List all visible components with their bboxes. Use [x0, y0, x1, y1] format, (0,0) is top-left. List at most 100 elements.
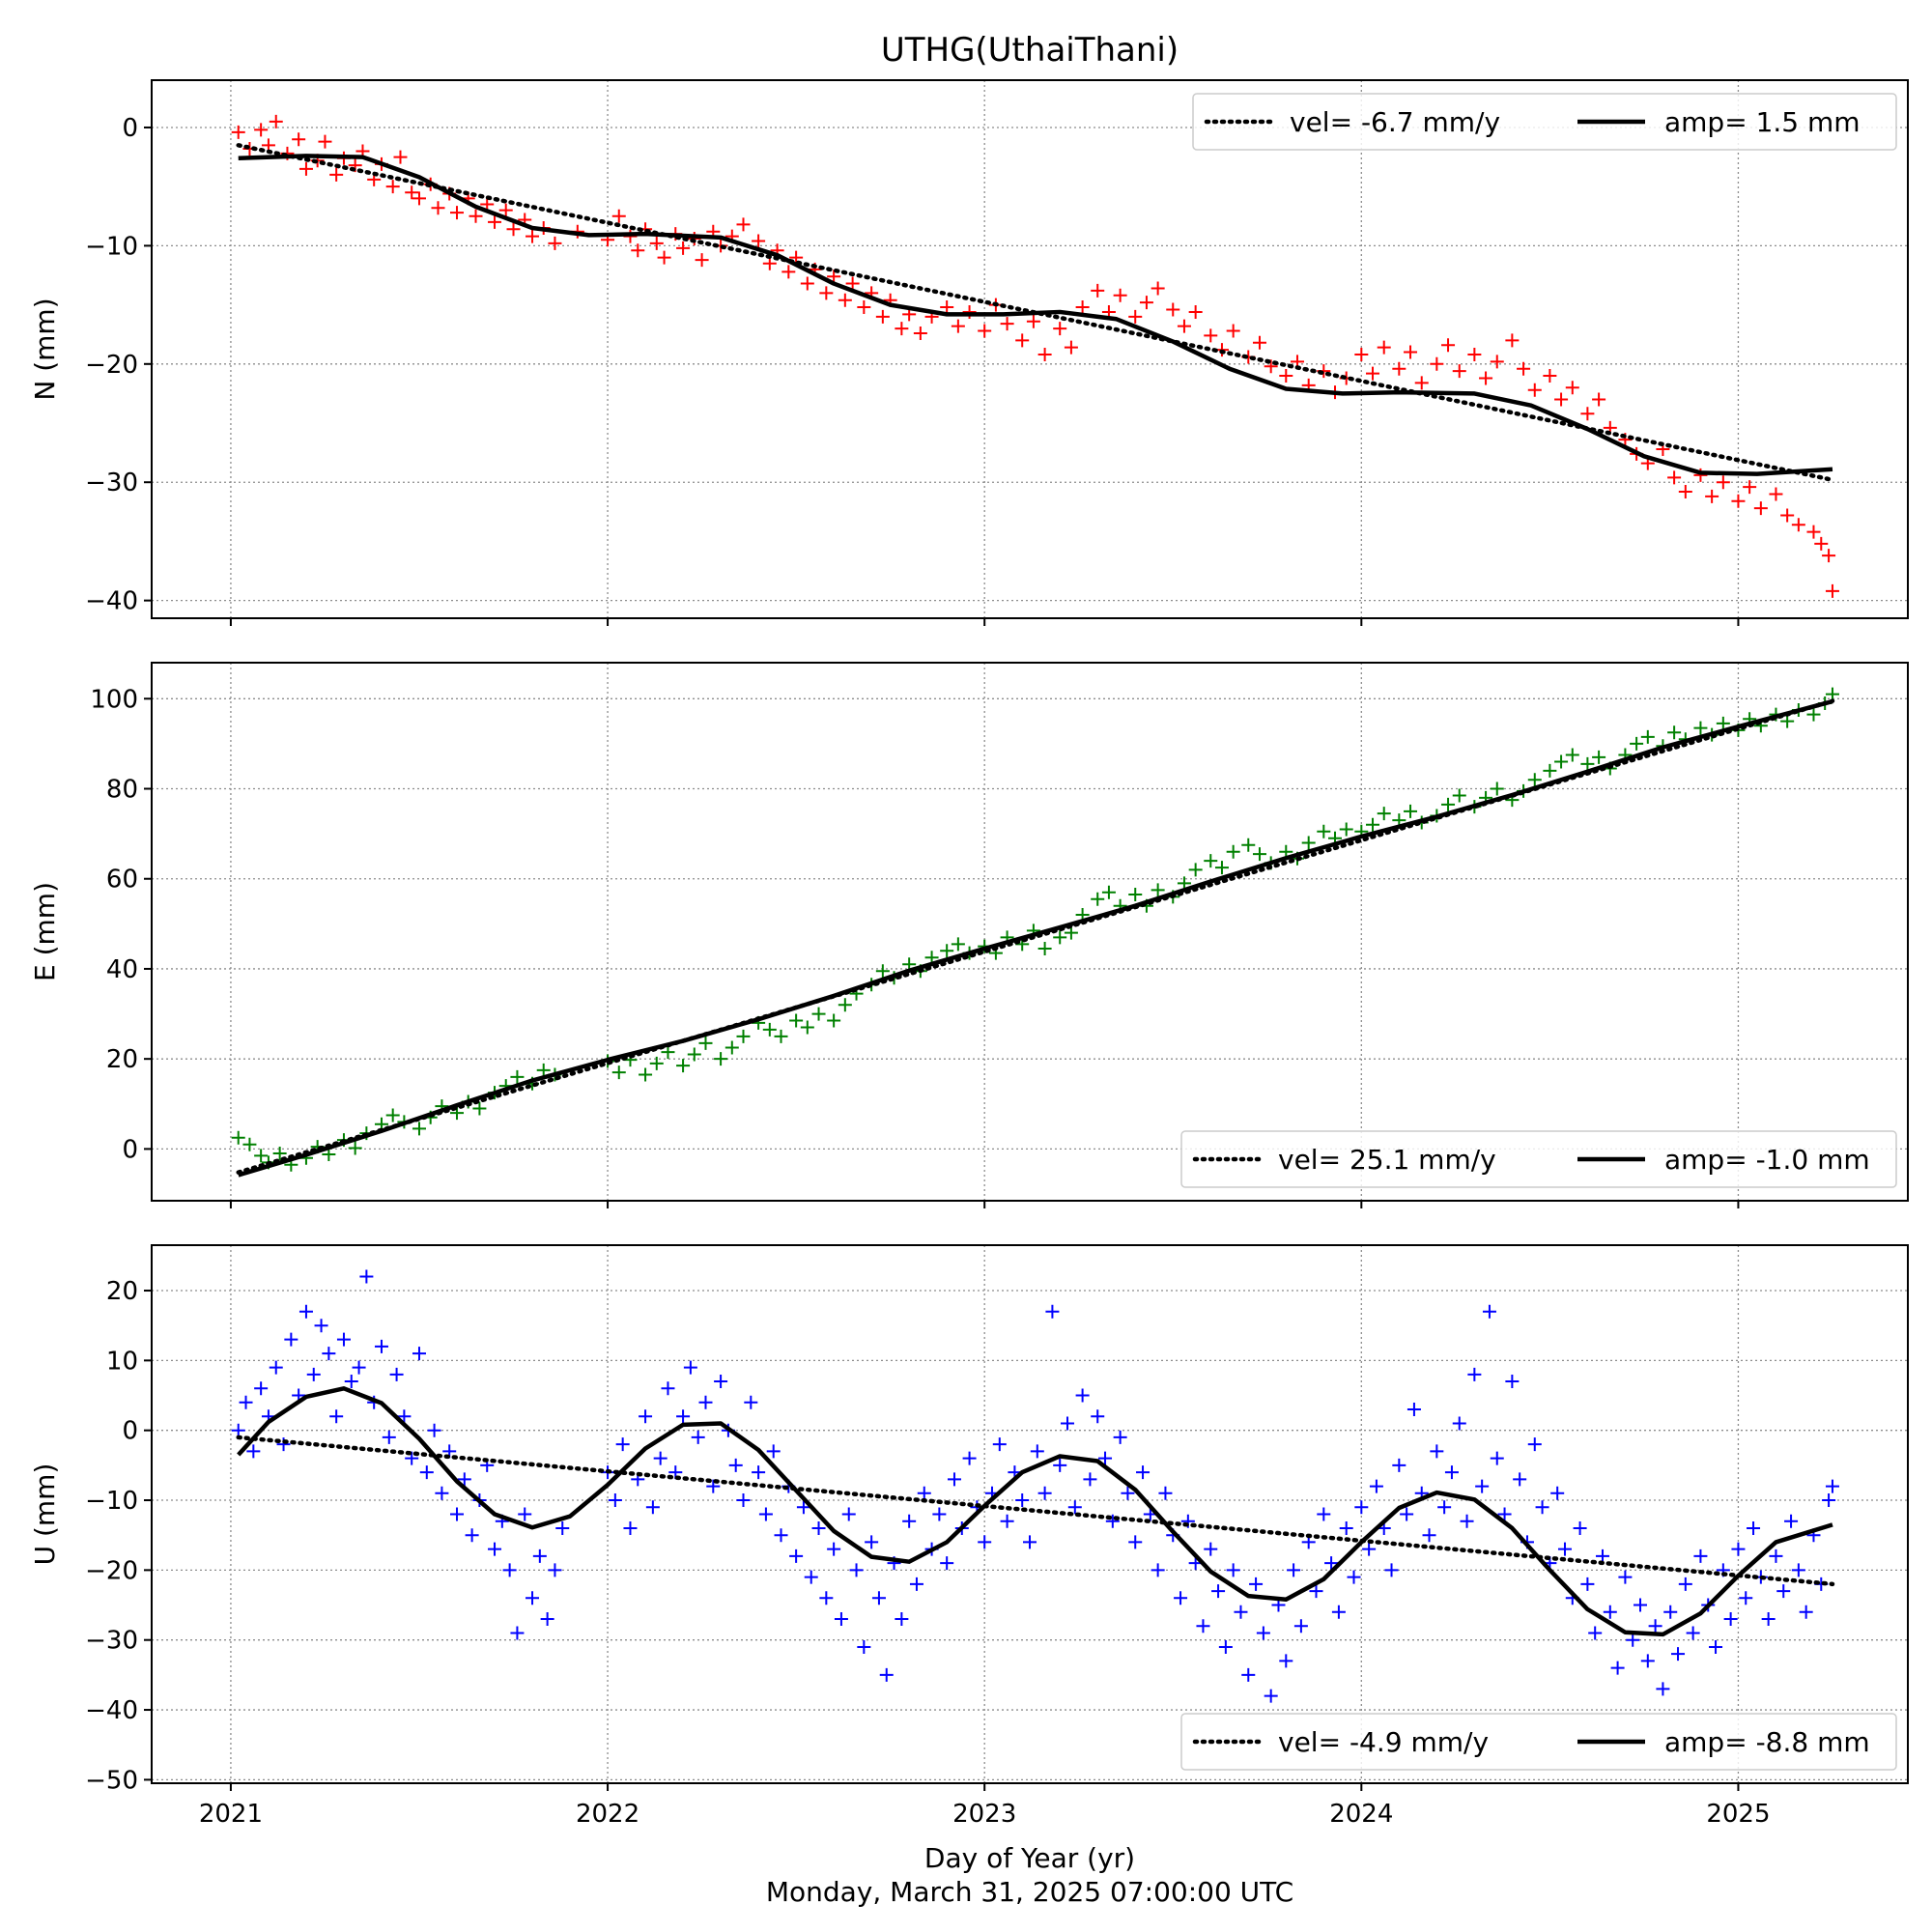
legend: vel= 25.1 mm/y amp= -1.0 mm	[1180, 1130, 1897, 1188]
data-point	[1098, 1451, 1113, 1465]
data-point	[1218, 1639, 1233, 1654]
y-axis-label: E (mm)	[29, 882, 61, 981]
data-point	[1580, 407, 1595, 421]
data-point	[298, 161, 313, 176]
data-point	[510, 1069, 525, 1084]
data-point	[1158, 1486, 1173, 1500]
y-tick-label: 0	[122, 114, 138, 143]
data-point	[254, 123, 269, 137]
data-point	[1780, 508, 1795, 523]
data-point	[1709, 1639, 1723, 1654]
x-tick-label: 2024	[1329, 1800, 1393, 1829]
data-point	[687, 1047, 701, 1062]
data-point	[1588, 1626, 1603, 1640]
data-point	[1113, 1430, 1127, 1444]
data-point	[318, 134, 332, 149]
data-point	[352, 1360, 366, 1375]
seasonal-fit-line	[238, 154, 1833, 476]
seasonal-fit-line	[238, 698, 1833, 1178]
data-point	[800, 1020, 814, 1035]
data-point	[811, 1007, 826, 1021]
data-point	[895, 322, 909, 336]
legend-velocity-label: vel= -6.7 mm/y	[1290, 106, 1500, 138]
legend: vel= -4.9 mm/y amp= -8.8 mm	[1180, 1713, 1897, 1771]
data-point	[631, 243, 645, 258]
data-point	[1460, 1514, 1474, 1528]
data-point	[774, 1029, 788, 1043]
legend-box	[1180, 1713, 1897, 1771]
data-point	[1105, 1514, 1120, 1528]
data-point	[469, 209, 483, 223]
data-point	[1667, 725, 1682, 740]
data-point	[472, 1101, 487, 1116]
data-point	[1825, 687, 1839, 701]
data-point	[1377, 340, 1391, 355]
legend-velocity-label: vel= 25.1 mm/y	[1278, 1144, 1496, 1176]
data-point	[506, 222, 521, 237]
data-point	[714, 1052, 728, 1066]
data-point	[871, 1591, 886, 1605]
data-point	[1366, 366, 1380, 381]
data-point	[1037, 1486, 1052, 1500]
data-point	[1430, 356, 1444, 371]
data-point	[978, 324, 992, 338]
y-tick-label: −40	[85, 587, 138, 616]
data-point	[1716, 475, 1730, 490]
data-point	[940, 1556, 954, 1571]
data-point	[661, 1045, 675, 1060]
data-point	[1091, 283, 1105, 298]
data-point	[1441, 338, 1456, 353]
data-point	[1630, 736, 1644, 751]
data-point	[548, 1563, 562, 1577]
data-point	[649, 1056, 664, 1070]
data-point	[1806, 525, 1821, 539]
data-point	[1626, 1633, 1640, 1647]
data-point	[231, 1130, 245, 1145]
data-point	[1249, 1577, 1264, 1591]
data-point	[1053, 322, 1067, 336]
y-tick-label: −40	[85, 1696, 138, 1725]
panels: 0 −10 −20 −30 −40 N (mm) vel= -6.7 mm/y amp= 1.…	[29, 79, 1909, 1829]
data-point	[1490, 355, 1504, 369]
data-point	[1174, 1591, 1188, 1605]
data-point	[1452, 364, 1466, 379]
data-point	[1061, 1416, 1075, 1431]
data-point	[1015, 1493, 1030, 1508]
data-point	[246, 1444, 261, 1459]
data-point	[1369, 1479, 1383, 1493]
legend-box	[1192, 93, 1897, 151]
x-tick-label: 2022	[576, 1800, 639, 1829]
data-point	[1204, 1542, 1218, 1556]
data-point	[1053, 1458, 1067, 1472]
data-point	[1596, 1548, 1609, 1563]
data-point	[623, 1520, 638, 1535]
data-point	[1121, 1486, 1135, 1500]
data-point	[242, 1137, 257, 1151]
data-point	[1211, 1584, 1226, 1599]
data-point	[611, 209, 626, 223]
data-point	[1204, 854, 1218, 868]
data-point	[397, 1409, 412, 1424]
data-point	[865, 1535, 879, 1549]
data-point	[1747, 1520, 1761, 1535]
data-point	[827, 1542, 841, 1556]
data-point	[1354, 348, 1369, 362]
data-point	[450, 206, 465, 220]
legend-box	[1180, 1130, 1897, 1188]
data-point	[405, 185, 419, 200]
data-point	[336, 1332, 351, 1347]
data-point	[1293, 1619, 1308, 1634]
data-point	[1543, 369, 1557, 384]
data-point	[1634, 1598, 1648, 1612]
data-point	[540, 1612, 554, 1627]
data-point	[1279, 1654, 1293, 1668]
data-point	[800, 276, 814, 291]
data-point	[676, 1059, 691, 1073]
data-point	[1301, 836, 1316, 850]
data-point	[1091, 892, 1105, 906]
data-point	[1475, 1479, 1490, 1493]
y-tick-label: 100	[90, 685, 138, 714]
data-point	[1640, 729, 1655, 744]
legend: vel= -6.7 mm/y amp= 1.5 mm	[1192, 93, 1897, 151]
data-point	[298, 1304, 313, 1319]
